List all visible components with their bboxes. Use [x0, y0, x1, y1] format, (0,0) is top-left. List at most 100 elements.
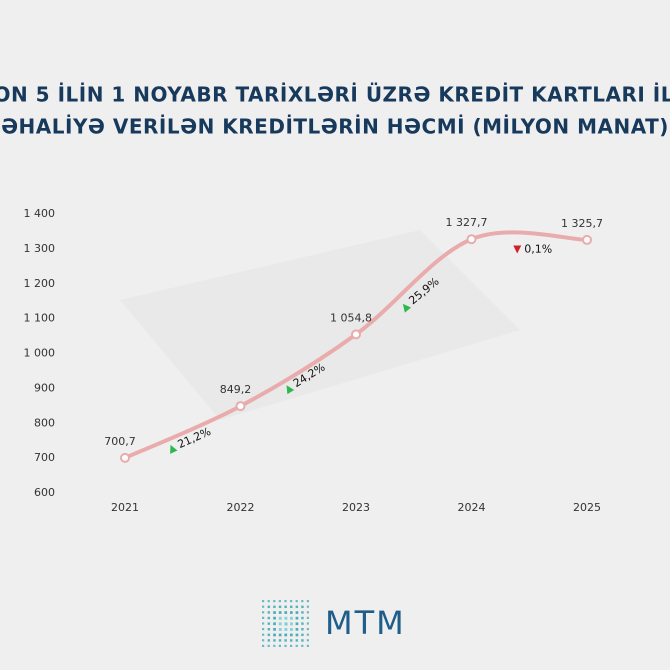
growth-arrow: [402, 303, 412, 313]
logo-cell: [267, 616, 271, 620]
logo-cell: [301, 633, 304, 637]
logo-cell: [267, 611, 271, 614]
logo-cell: [267, 622, 271, 625]
value-label: 700,7: [104, 435, 136, 448]
y-tick-label: 700: [34, 451, 55, 464]
logo-cell: [262, 616, 265, 619]
growth-label: 0,1%: [524, 243, 552, 256]
logo-cell: [278, 644, 281, 647]
y-tick-label: 1 300: [24, 242, 56, 255]
value-label: 1 327,7: [446, 216, 488, 229]
logo-cell: [262, 628, 265, 631]
logo-cell: [295, 616, 299, 620]
logo-cell: [306, 633, 309, 636]
logo-cell: [273, 611, 276, 614]
logo-cell: [306, 622, 309, 625]
logo-cell: [278, 633, 282, 637]
point: [120, 452, 130, 463]
logo-cell: [295, 633, 299, 637]
chart-title: SON 5 İLİN 1 NOYABR TARİXLƏRİ ÜZRƏ KREDİ…: [0, 83, 670, 107]
logo-cell: [295, 600, 298, 603]
logo-cell: [306, 605, 309, 608]
x-tick-label: 2021: [111, 501, 139, 514]
logo-cell: [301, 622, 304, 625]
logo-cell: [278, 600, 281, 603]
logo-cell: [284, 644, 287, 647]
logo-cell: [301, 600, 304, 603]
growth-arrow: [170, 444, 178, 454]
logo-cell: [295, 605, 299, 609]
logo-cell: [295, 628, 299, 631]
logo-cell: [284, 639, 287, 642]
logo-cell: [262, 611, 265, 614]
logo-cell: [273, 600, 276, 603]
logo-cell: [290, 611, 293, 614]
logo-cell: [273, 644, 276, 647]
logo-icon: [262, 600, 309, 647]
y-tick-label: 800: [34, 416, 55, 429]
growth-arrow: [286, 385, 295, 395]
logo-cell: [290, 622, 293, 626]
logo-cell: [306, 600, 309, 603]
logo-cell: [262, 639, 265, 642]
logo-cell: [290, 633, 293, 637]
logo-cell: [301, 644, 304, 647]
x-tick-label: 2023: [342, 501, 370, 514]
logo-cell: [262, 644, 265, 647]
logo-cell: [262, 605, 265, 608]
logo-cell: [290, 628, 293, 631]
logo-cell: [295, 639, 299, 642]
logo: MTM: [262, 600, 406, 647]
logo-cell: [267, 600, 270, 603]
logo-cell: [301, 605, 304, 609]
logo-cell: [301, 611, 304, 614]
logo-cell: [284, 616, 288, 620]
logo-cell: [273, 605, 276, 609]
logo-cell: [267, 605, 271, 609]
logo-cell: [278, 628, 282, 631]
value-label: 849,2: [220, 383, 252, 396]
logo-cell: [267, 644, 270, 647]
y-tick-label: 1 100: [24, 312, 56, 325]
logo-cell: [278, 611, 282, 614]
logo-cell: [278, 616, 282, 620]
logo-cell: [284, 605, 287, 609]
logo-cell: [284, 633, 288, 637]
y-tick-label: 1 400: [24, 207, 56, 220]
logo-cell: [262, 600, 265, 603]
logo-cell: [295, 644, 298, 647]
logo-cell: [267, 628, 271, 631]
logo-cell: [301, 616, 304, 620]
logo-cell: [267, 639, 271, 642]
logo-cell: [284, 628, 288, 631]
logo-cell: [290, 644, 293, 647]
logo-cell: [301, 628, 304, 631]
logo-cell: [295, 611, 299, 614]
y-tick-label: 1 000: [24, 347, 56, 360]
chart-title: ƏHALİYƏ VERİLƏN KREDİTLƏRİN HƏCMİ (MİLYO…: [1, 115, 669, 139]
point: [235, 401, 246, 412]
y-tick-label: 1 200: [24, 277, 56, 290]
growth-arrow: [513, 245, 522, 254]
logo-cell: [278, 639, 282, 642]
logo-cell: [295, 622, 299, 626]
logo-cell: [290, 639, 293, 642]
logo-text: MTM: [325, 604, 406, 642]
y-tick-label: 600: [34, 486, 55, 499]
x-tick-label: 2022: [227, 501, 255, 514]
logo-cell: [290, 600, 293, 603]
logo-cell: [306, 611, 309, 614]
growth-annotation: 0,1%: [513, 243, 552, 256]
logo-cell: [306, 628, 309, 631]
point: [466, 234, 477, 245]
logo-cell: [273, 622, 276, 626]
logo-cell: [290, 616, 293, 620]
x-tick-label: 2025: [573, 501, 601, 514]
logo-cell: [273, 633, 276, 637]
logo-cell: [290, 605, 293, 609]
y-tick-label: 900: [34, 381, 55, 394]
logo-cell: [273, 639, 276, 642]
value-label: 1 325,7: [561, 217, 603, 230]
logo-cell: [284, 611, 288, 614]
